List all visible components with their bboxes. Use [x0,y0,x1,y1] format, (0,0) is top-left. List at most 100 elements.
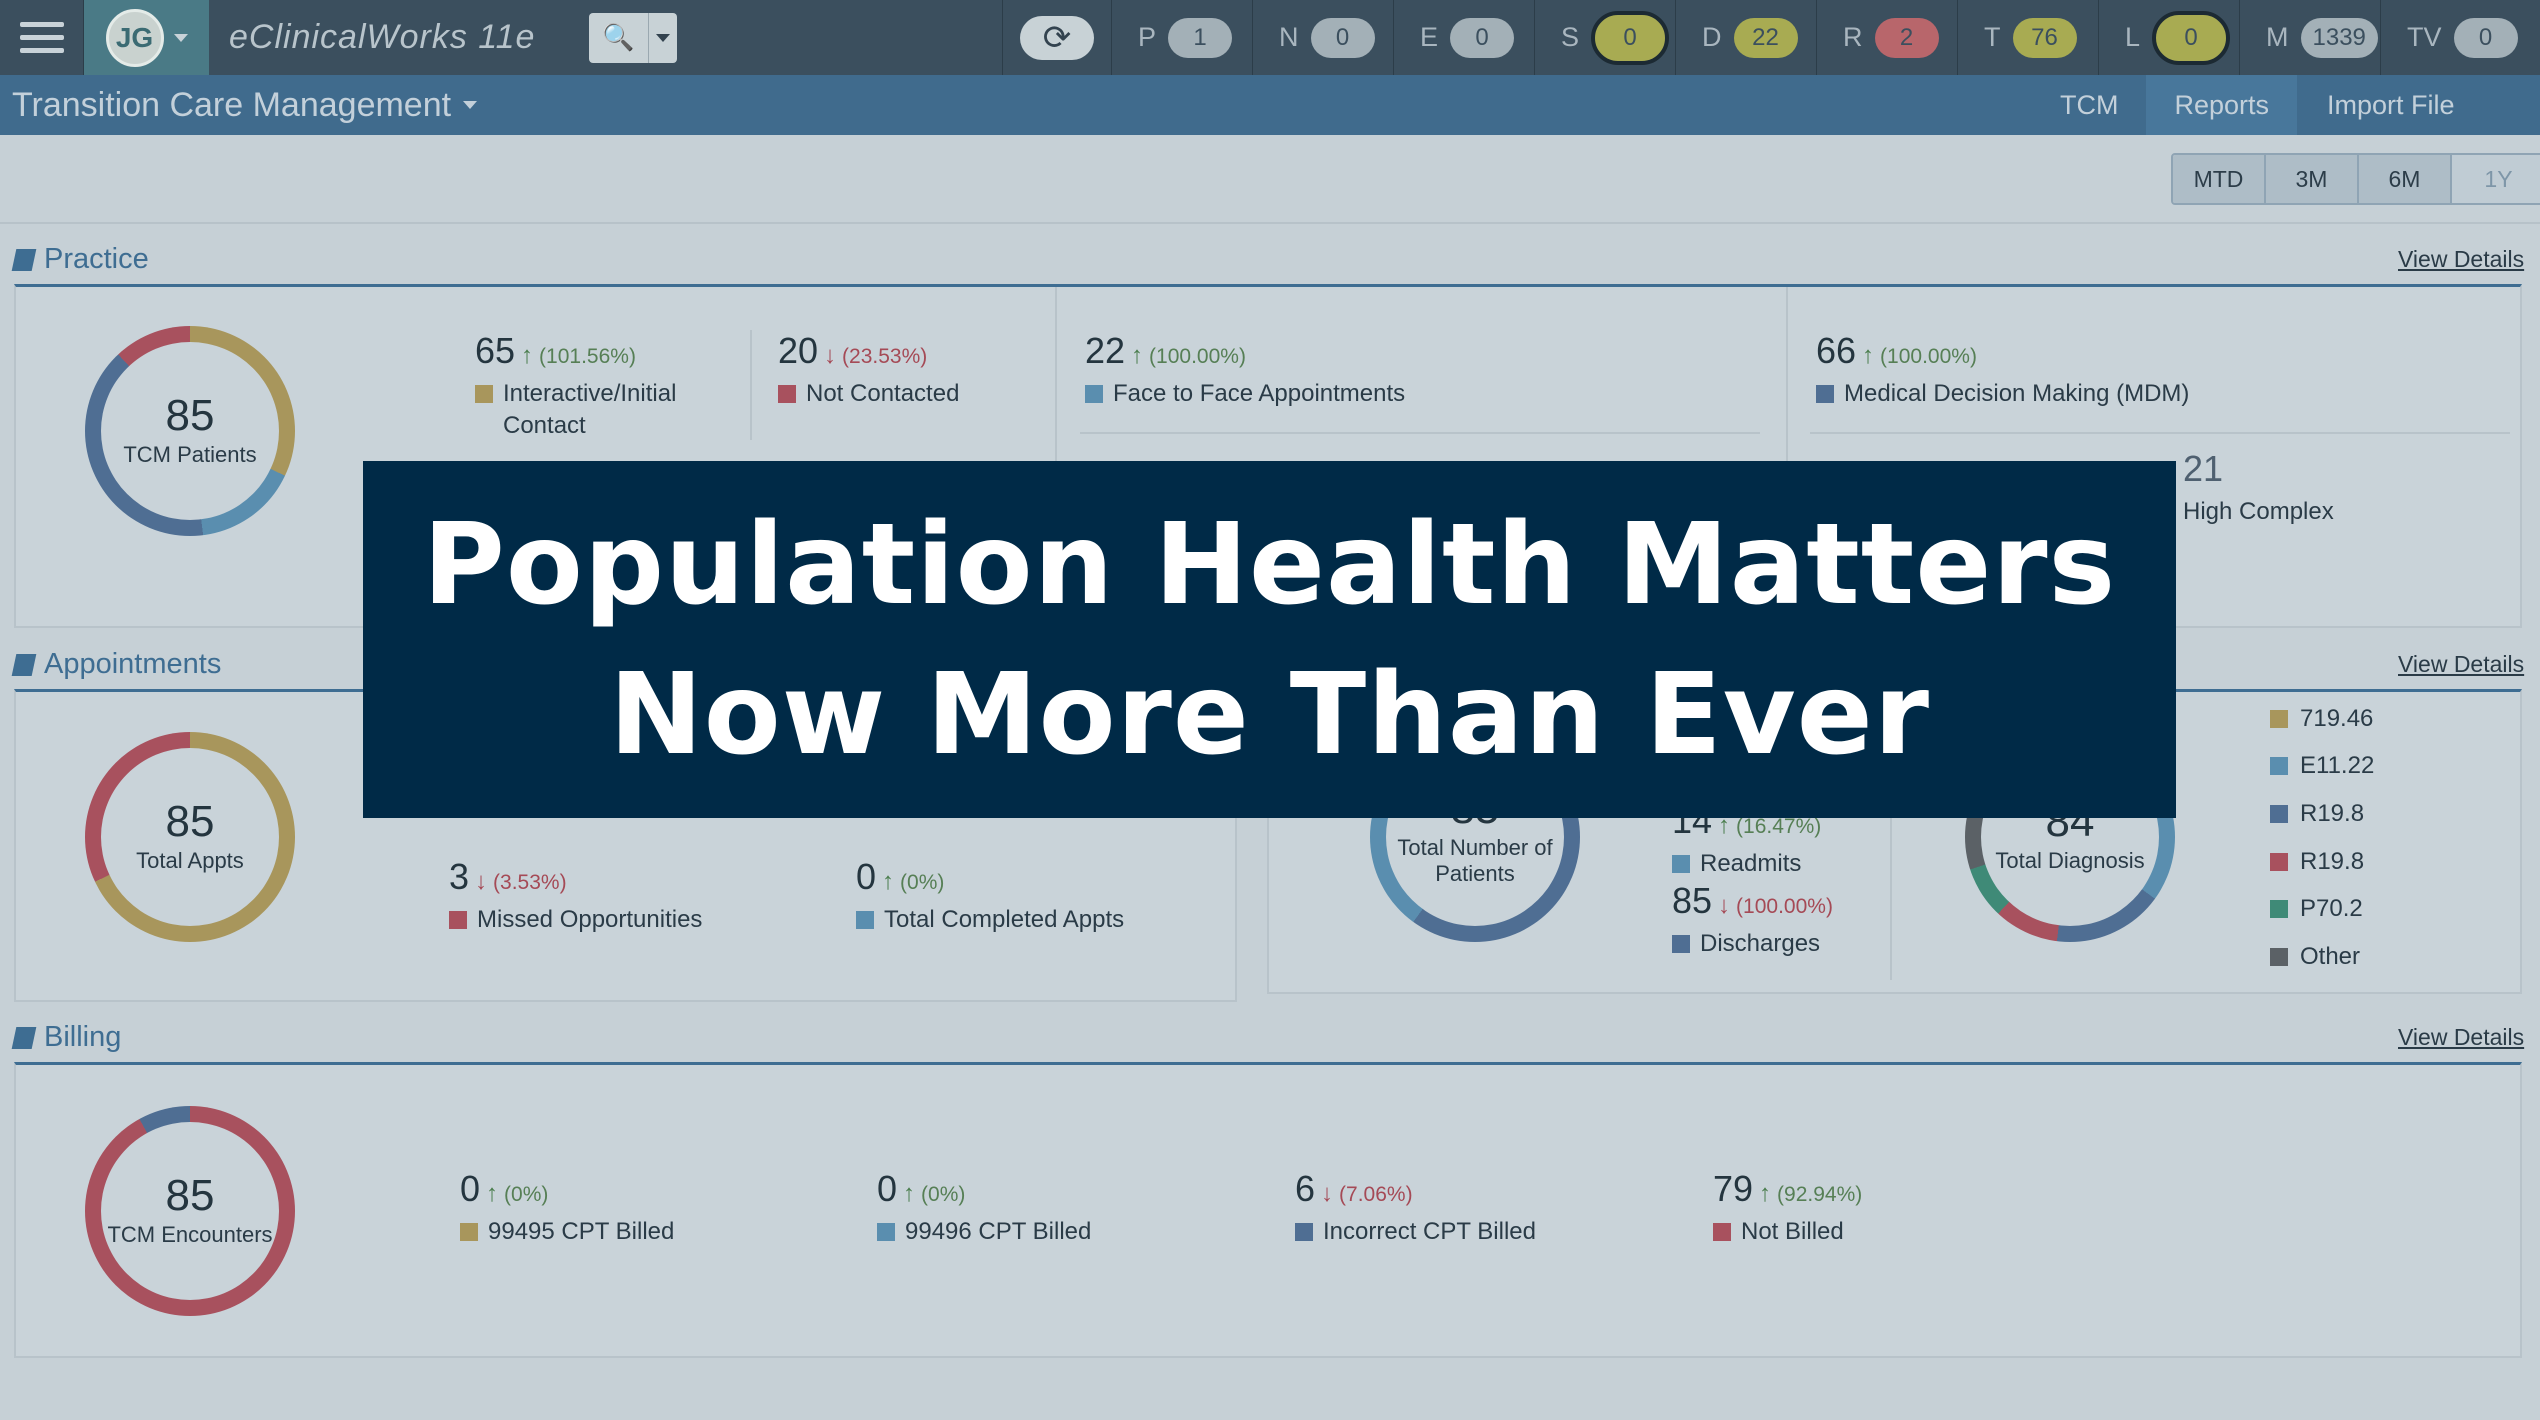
metric-label: Interactive/Initial Contact [503,380,677,440]
legend-item[interactable]: R19.8 [2270,838,2374,886]
divider [1810,432,2510,434]
counter-t[interactable]: T 76 [1958,0,2099,75]
divider [0,222,2540,224]
search-dropdown-toggle[interactable] [649,13,677,63]
metric-99495-cpt-billed[interactable]: 0 ↑ (0%) 99495 CPT Billed [460,1168,840,1248]
legend-item[interactable]: R19.8 [2270,790,2374,838]
counter-badge: 0 [1591,10,1670,65]
practice-view-details-link[interactable]: View Details [2398,246,2525,272]
legend-swatch [2270,757,2288,776]
legend-swatch [877,1223,895,1241]
metric-label: Face to Face Appointments [1113,380,1406,407]
metric-face-to-face[interactable]: 22 ↑ (100.00%) Face to Face Appointments [1085,330,1685,410]
section-title-practice: Practice [11,243,149,276]
counter-m[interactable]: M 1339 [2240,0,2381,75]
range-3m-button[interactable]: 3M [2266,155,2359,203]
metric-percent: (23.53%) [842,345,928,368]
metric-percent: (16.47%) [1736,815,1822,838]
total-appts-donut[interactable] [85,732,295,942]
module-header: Transition Care Management TCM Reports I… [0,75,2540,135]
counter-d[interactable]: D 22 [1676,0,1817,75]
section-flag-icon [11,653,37,676]
counter-badge: 0 [1450,17,1515,58]
section-title-appointments: Appointments [11,648,221,681]
legend-swatch [1713,1223,1731,1241]
section-title-text: Practice [44,243,149,275]
divider [1055,287,1057,626]
range-6m-button[interactable]: 6M [2359,155,2452,203]
metric-interactive-contact[interactable]: 65 ↑ (101.56%) Interactive/Initial Contact [475,330,735,443]
donut-value: 85 [165,796,215,846]
metric-value: 79 [1713,1168,1754,1209]
billing-panel [14,1062,2522,1358]
metric-not-billed[interactable]: 79 ↑ (92.94%) Not Billed [1713,1168,2093,1248]
metric-percent: (92.94%) [1777,1183,1863,1206]
counter-tv[interactable]: TV 0 [2381,0,2522,75]
legend-item[interactable]: E11.22 [2270,743,2374,791]
counter-letter: E [1420,22,1439,52]
metric-total-completed-appts[interactable]: 0 ↑ (0%) Total Completed Appts [856,856,1236,936]
arrow-down-icon: ↓ [1321,1180,1334,1207]
module-selector[interactable]: Transition Care Management [0,86,478,125]
billing-view-details-link[interactable]: View Details [2398,1024,2525,1050]
section-title-billing: Billing [11,1021,121,1054]
metric-99496-cpt-billed[interactable]: 0 ↑ (0%) 99496 CPT Billed [877,1168,1257,1248]
legend-item[interactable]: 719.46 [2270,695,2374,743]
metric-discharges[interactable]: 85 ↓ (100.00%) Discharges [1672,880,1892,960]
metric-high-complex[interactable]: 21 High Complex [2183,448,2334,528]
legend-item[interactable]: Other [2270,933,2374,981]
legend-label: 719.46 [2300,704,2374,732]
appointments-view-details-link[interactable]: View Details [2398,651,2525,677]
metric-not-contacted[interactable]: 20 ↓ (23.53%) Not Contacted [778,330,1038,410]
arrow-up-icon: ↑ [1862,342,1875,369]
metric-percent: (100.00%) [1736,895,1833,918]
legend-label: R19.8 [2300,847,2365,875]
arrow-up-icon: ↑ [1131,342,1144,369]
range-mtd-button[interactable]: MTD [2173,155,2266,203]
user-menu[interactable]: JG [84,0,209,75]
metric-value: 85 [1672,880,1713,921]
legend-label: P70.2 [2300,895,2363,923]
chevron-down-icon [463,101,478,109]
metric-label: Not Billed [1741,1218,1844,1245]
metric-value: 65 [475,330,516,371]
app-name: eClinicalWorks 11e [229,18,536,56]
metric-mdm[interactable]: 66 ↑ (100.00%) Medical Decision Making (MDM… [1816,330,2416,410]
tab-import-file[interactable]: Import File [2327,89,2455,120]
tcm-encounters-summary: 85 TCM Encounters [85,1106,295,1316]
patient-search-icon: 🔍 [589,12,649,63]
legend-swatch [2270,852,2288,871]
counter-letter: R [1843,22,1863,52]
counter-letter: L [2125,22,2141,52]
refresh-button[interactable]: ⟳ [1002,0,1112,75]
metric-missed-opportunities[interactable]: 3 ↓ (3.53%) Missed Opportunities [449,856,829,936]
metric-value: 0 [877,1168,898,1209]
tcm-encounters-donut[interactable] [85,1106,295,1316]
tcm-patients-donut[interactable] [85,326,295,536]
legend-item[interactable]: P70.2 [2270,885,2374,933]
tab-tcm[interactable]: TCM [2059,89,2119,120]
legend-swatch [1672,935,1690,953]
metric-percent: (0%) [921,1183,966,1206]
menu-icon[interactable] [0,0,84,75]
divider [1890,800,1892,980]
arrow-down-icon: ↓ [475,868,488,895]
tab-reports[interactable]: Reports [2146,75,2297,135]
range-1y-button[interactable]: 1Y [2452,155,2540,203]
metric-value: 20 [778,330,819,371]
arrow-up-icon: ↑ [1759,1180,1772,1207]
date-range-toggle: MTD 3M 6M 1Y [2171,153,2540,205]
metric-incorrect-cpt-billed[interactable]: 6 ↓ (7.06%) Incorrect CPT Billed [1295,1168,1675,1248]
patient-search-button[interactable]: 🔍 [589,12,677,63]
arrow-up-icon: ↑ [1718,812,1731,839]
metric-label: Not Contacted [806,380,960,407]
legend-swatch [449,911,467,929]
headline-line-1: Population Health Matters [422,499,2117,630]
counter-letter: P [1138,22,1157,52]
